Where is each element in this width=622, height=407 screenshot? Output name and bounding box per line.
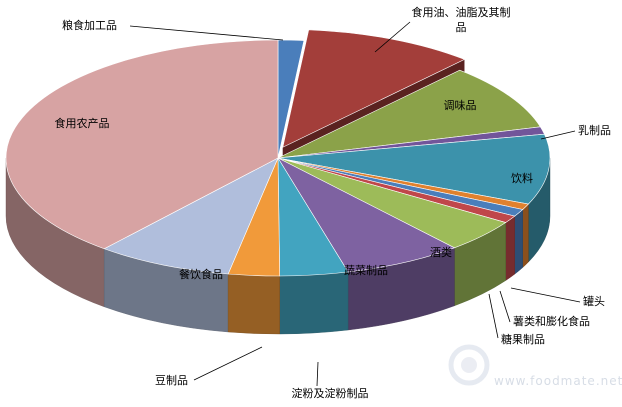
slice-0-leader-line: [129, 25, 284, 41]
slice-13: [5, 39, 279, 250]
slice-9-label: 蔬菜制品: [344, 264, 388, 277]
slice-2: [277, 69, 541, 159]
watermark: www.foodmate.net: [448, 340, 622, 398]
slice-7-side: [505, 215, 515, 281]
slice-1-label: 食用油、油脂及其制品: [412, 5, 511, 34]
pie-top-faces: [5, 29, 551, 277]
slice-5-side: [522, 203, 529, 268]
slice-0-label: 粮食加工品: [62, 18, 117, 32]
slice-4-label: 饮料: [511, 171, 533, 185]
slice-13-label: 食用农产品: [55, 116, 110, 130]
slice-6-label: 薯类和膨化食品: [513, 314, 590, 328]
slice-11-label: 豆制品: [155, 374, 188, 387]
slice-11-side: [227, 273, 280, 335]
slice-2-label: 调味品: [444, 99, 477, 112]
slice-5-label: 罐头: [583, 295, 605, 308]
slice-11-leader-line: [193, 346, 263, 381]
slice-6-leader-line: [499, 290, 511, 323]
slice-6-side: [514, 209, 523, 275]
slice-8-label: 酒类: [430, 245, 452, 259]
watermark-text: www.foodmate.net: [494, 374, 622, 388]
slice-10-side: [279, 271, 349, 335]
slice-12-label: 餐饮食品: [179, 267, 223, 281]
slice-3-leader-line: [540, 130, 576, 140]
slice-7-label: 糖果制品: [501, 332, 545, 346]
slice-7-leader-line: [488, 293, 499, 339]
slice-9: [277, 157, 456, 273]
slice-5-leader-line: [510, 287, 581, 303]
slice-10-leader-line: [316, 361, 319, 387]
slice-12: [103, 157, 279, 275]
watermark-logo-icon: [448, 344, 490, 386]
slice-10-label: 淀粉及淀粉制品: [292, 386, 369, 400]
slice-1-leader-line: [374, 21, 411, 53]
slice-3-label: 乳制品: [578, 124, 611, 137]
slice-1: [282, 29, 466, 148]
